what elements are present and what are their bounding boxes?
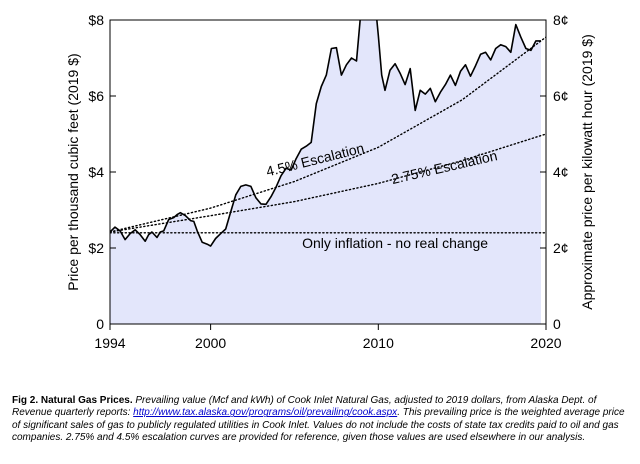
x-tick-label: 2020: [530, 335, 561, 351]
y-tick-label: $2: [88, 240, 104, 256]
axes: [109, 19, 547, 330]
y2-tick-label: 8¢: [553, 12, 569, 28]
label-inflation-only: Only inflation - no real change: [302, 235, 488, 251]
y2-tick-label: 4¢: [553, 164, 569, 180]
chart-labels: 0 0 $2 2¢ $4 4¢ $6 6¢ $8 8¢ 1994 2000 2010 2020 Price …: [65, 12, 595, 351]
y-tick-label: $8: [88, 12, 104, 28]
x-tick-label: 2000: [195, 335, 226, 351]
escalation-4-5-curve: [110, 36, 546, 233]
caption-text: Prevailing value (Mcf and kWh) of Cook I…: [12, 395, 597, 419]
y-axis-title: Price per thousand cubic feet (2019 $): [65, 53, 81, 290]
y2-tick-label: 2¢: [553, 240, 569, 256]
figure-caption: Fig 2. Natural Gas Prices. Prevailing va…: [12, 395, 628, 445]
caption-title: Fig 2. Natural Gas Prices.: [12, 395, 133, 406]
price-line: [110, 20, 541, 247]
y-tick-label: 0: [96, 316, 104, 332]
y-tick-label: $4: [88, 164, 104, 180]
plot-area: [110, 20, 546, 324]
y-tick-label: $6: [88, 88, 104, 104]
caption-text-continued: . This prevailing price is the weighted …: [12, 407, 625, 444]
natural-gas-price-chart: 0 0 $2 2¢ $4 4¢ $6 6¢ $8 8¢ 1994 2000 2010 2020 Price …: [65, 12, 595, 351]
x-tick-label: 1994: [94, 335, 125, 351]
y2-axis-title: Approximate price per kilowatt hour (201…: [579, 34, 595, 309]
escalation-2-75-curve: [110, 133, 546, 233]
y2-tick-label: 6¢: [553, 88, 569, 104]
source-link[interactable]: http://www.tax.alaska.gov/programs/oil/p…: [133, 407, 398, 419]
x-tick-label: 2010: [363, 335, 394, 351]
price-area-fill: [110, 20, 541, 324]
y2-tick-label: 0: [553, 316, 561, 332]
